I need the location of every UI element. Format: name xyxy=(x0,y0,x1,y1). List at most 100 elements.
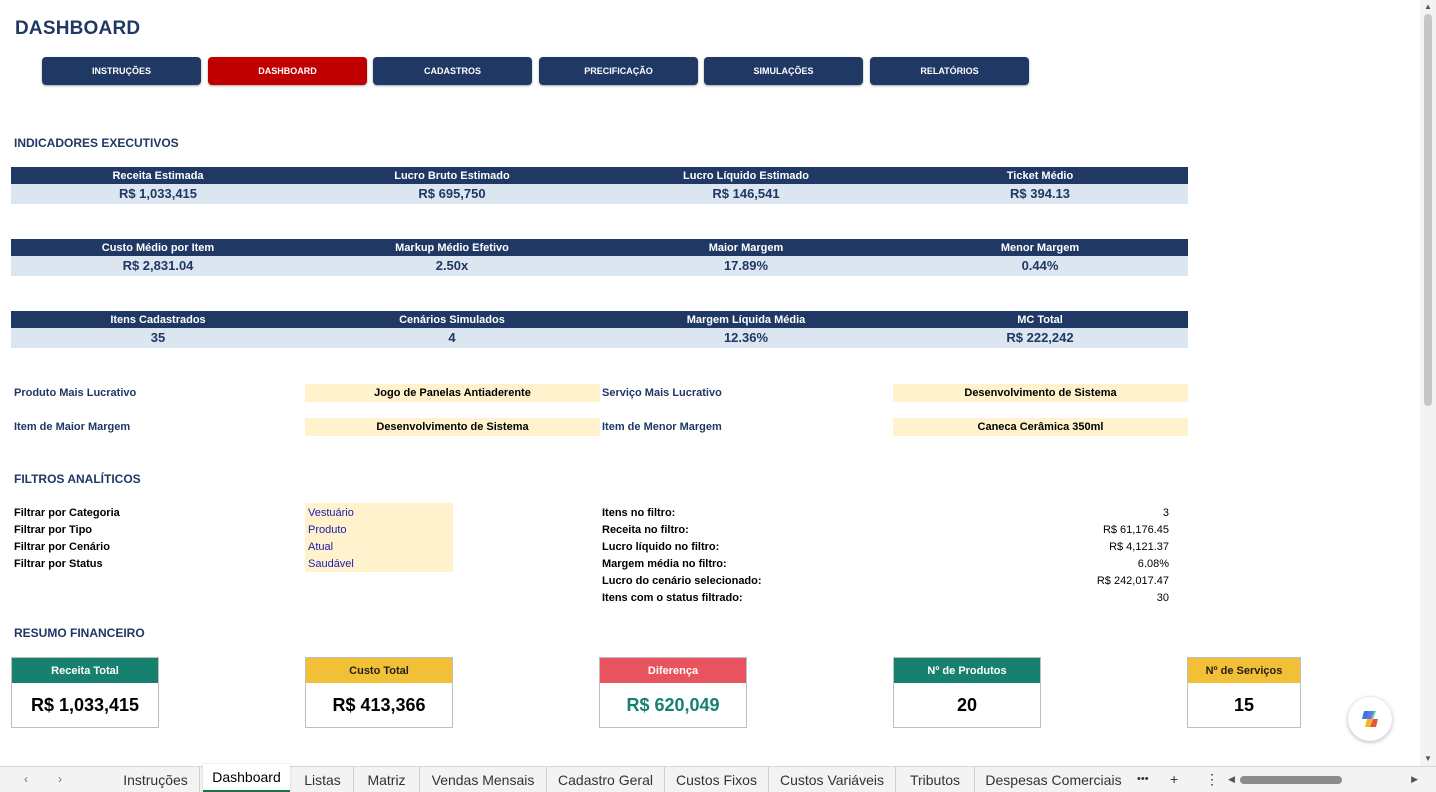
kpi-label: Itens Cadastrados xyxy=(110,314,206,326)
kpi-label: Markup Médio Efetivo xyxy=(395,242,509,254)
spreadsheet-grid[interactable]: DASHBOARD INSTRUÇÕES DASHBOARD CADASTROS… xyxy=(0,0,1420,764)
scroll-left-arrow-icon[interactable]: ◀ xyxy=(1228,774,1235,784)
card-value: R$ 413,366 xyxy=(332,694,426,715)
tab-matriz[interactable]: Matriz xyxy=(354,767,420,792)
card-value: R$ 1,033,415 xyxy=(30,694,140,715)
tab-dashboard[interactable]: Dashboard xyxy=(203,764,290,792)
kpi-value: 35 xyxy=(150,330,166,345)
nav-button-relatorios[interactable]: RELATÓRIOS xyxy=(870,57,1029,85)
kpi-label: Maior Margem xyxy=(708,242,784,254)
card-value: R$ 620,049 xyxy=(626,694,720,715)
copilot-button[interactable] xyxy=(1348,697,1392,741)
kpi-header-row-2: Custo Médio por Item Markup Médio Efetiv… xyxy=(11,239,1188,256)
card-header: Nº de Serviços xyxy=(1188,658,1300,683)
filter-stat-value: 6.08% xyxy=(1137,558,1169,570)
card-value: 20 xyxy=(956,694,978,715)
filter-stat-label: Margem média no filtro: xyxy=(602,558,727,570)
kpi-value: R$ 222,242 xyxy=(1006,330,1074,345)
card-header: Diferença xyxy=(600,658,746,683)
kpi-value-row-2: R$ 2,831.04 2.50x 17.89% 0.44% xyxy=(11,256,1188,276)
scroll-right-arrow-icon[interactable]: ▶ xyxy=(1411,774,1418,784)
filter-stat-value: 30 xyxy=(1156,592,1169,604)
kpi-header-row-3: Itens Cadastrados Cenários Simulados Mar… xyxy=(11,311,1188,328)
kpi-value: 17.89% xyxy=(723,258,769,273)
tab-custos-variaveis[interactable]: Custos Variáveis xyxy=(769,767,896,792)
kpi-value: R$ 2,831.04 xyxy=(122,258,194,273)
highlight-value[interactable]: Jogo de Panelas Antiaderente xyxy=(305,384,600,402)
sheet-tab-bar: ‹ › Instruções Dashboard Listas Matriz V… xyxy=(0,764,1436,792)
tab-cadastro-geral[interactable]: Cadastro Geral xyxy=(547,767,665,792)
nav-button-simulacoes[interactable]: SIMULAÇÕES xyxy=(704,57,863,85)
kpi-value-row-1: R$ 1,033,415 R$ 695,750 R$ 146,541 R$ 39… xyxy=(11,184,1188,204)
card-header: Nº de Produtos xyxy=(894,658,1040,683)
section-resumo-title: RESUMO FINANCEIRO xyxy=(14,626,145,640)
tab-vendas-mensais[interactable]: Vendas Mensais xyxy=(420,767,547,792)
filter-select-tipo[interactable]: Produto xyxy=(308,524,347,536)
filter-stat-value: R$ 242,017.47 xyxy=(1096,575,1169,587)
card-header: Receita Total xyxy=(12,658,158,683)
horizontal-scrollbar[interactable]: ◀ ▶ xyxy=(1228,774,1418,786)
kpi-label: Lucro Bruto Estimado xyxy=(394,170,510,182)
filter-label-categoria: Filtrar por Categoria xyxy=(14,507,120,519)
vertical-scroll-thumb[interactable] xyxy=(1424,14,1432,406)
tab-listas[interactable]: Listas xyxy=(292,767,354,792)
vertical-scrollbar[interactable]: ▲ ▼ xyxy=(1420,0,1436,766)
kpi-value: R$ 695,750 xyxy=(418,186,486,201)
kpi-value-row-3: 35 4 12.36% R$ 222,242 xyxy=(11,328,1188,348)
filter-stat-value: 3 xyxy=(1162,507,1169,519)
kpi-label: Lucro Líquido Estimado xyxy=(683,170,809,182)
nav-button-dashboard[interactable]: DASHBOARD xyxy=(208,57,367,85)
filter-label-status: Filtrar por Status xyxy=(14,558,103,570)
filter-label-cenario: Filtrar por Cenário xyxy=(14,541,110,553)
card-value: 15 xyxy=(1233,694,1255,715)
kpi-value: R$ 1,033,415 xyxy=(118,186,198,201)
nav-button-cadastros[interactable]: CADASTROS xyxy=(373,57,532,85)
sheet-menu-icon[interactable]: ⋮ xyxy=(1205,771,1219,787)
filter-input-area xyxy=(305,503,453,572)
tab-instrucoes[interactable]: Instruções xyxy=(112,767,200,792)
card-custo-total: Custo Total R$ 413,366 xyxy=(305,657,453,728)
highlight-value[interactable]: Desenvolvimento de Sistema xyxy=(305,418,600,436)
nav-button-instrucoes[interactable]: INSTRUÇÕES xyxy=(42,57,201,85)
scroll-up-arrow-icon[interactable]: ▲ xyxy=(1424,2,1432,11)
filter-stat-value: R$ 4,121.37 xyxy=(1109,541,1169,553)
page-title: DASHBOARD xyxy=(15,18,141,39)
highlight-label: Item de Menor Margem xyxy=(602,421,722,433)
filter-stat-label: Lucro do cenário selecionado: xyxy=(602,575,762,587)
kpi-value: 4 xyxy=(448,330,456,345)
card-header: Custo Total xyxy=(306,658,452,683)
tab-despesas-comerciais[interactable]: Despesas Comerciais xyxy=(985,772,1122,788)
kpi-label: Ticket Médio xyxy=(1006,170,1074,182)
filter-label-tipo: Filtrar por Tipo xyxy=(14,524,93,536)
kpi-value: R$ 394.13 xyxy=(1010,186,1070,201)
kpi-label: Margem Líquida Média xyxy=(686,314,806,326)
highlight-value[interactable]: Desenvolvimento de Sistema xyxy=(893,384,1188,402)
add-sheet-icon[interactable]: + xyxy=(1170,771,1179,787)
chevron-right-icon[interactable]: › xyxy=(58,772,62,786)
card-num-produtos: Nº de Produtos 20 xyxy=(893,657,1041,728)
kpi-label: Cenários Simulados xyxy=(399,314,505,326)
kpi-label: Custo Médio por Item xyxy=(101,242,215,254)
kpi-label: Menor Margem xyxy=(1000,242,1080,254)
highlight-label: Item de Maior Margem xyxy=(14,421,131,433)
filter-select-status[interactable]: Saudável xyxy=(308,558,354,570)
tab-tributos[interactable]: Tributos xyxy=(896,767,975,792)
kpi-header-row-1: Receita Estimada Lucro Bruto Estimado Lu… xyxy=(11,167,1188,184)
scroll-down-arrow-icon[interactable]: ▼ xyxy=(1424,754,1432,763)
tab-custos-fixos[interactable]: Custos Fixos xyxy=(665,767,769,792)
filter-select-cenario[interactable]: Atual xyxy=(308,541,334,553)
nav-button-precificacao[interactable]: PRECIFICAÇÃO xyxy=(539,57,698,85)
highlight-value[interactable]: Caneca Cerâmica 350ml xyxy=(893,418,1188,436)
filter-stat-label: Receita no filtro: xyxy=(602,524,689,536)
filter-stat-label: Itens com o status filtrado: xyxy=(602,592,743,604)
copilot-icon xyxy=(1362,711,1378,727)
highlight-label: Serviço Mais Lucrativo xyxy=(602,387,722,399)
more-tabs-icon[interactable]: ••• xyxy=(1137,773,1149,785)
card-num-servicos: Nº de Serviços 15 xyxy=(1187,657,1301,728)
highlight-label: Produto Mais Lucrativo xyxy=(14,387,137,399)
horizontal-scroll-thumb[interactable] xyxy=(1240,776,1342,784)
filter-select-categoria[interactable]: Vestuário xyxy=(308,507,354,519)
chevron-left-icon[interactable]: ‹ xyxy=(24,772,28,786)
section-indicadores-title: INDICADORES EXECUTIVOS xyxy=(14,136,179,150)
filter-stat-value: R$ 61,176.45 xyxy=(1102,524,1169,536)
